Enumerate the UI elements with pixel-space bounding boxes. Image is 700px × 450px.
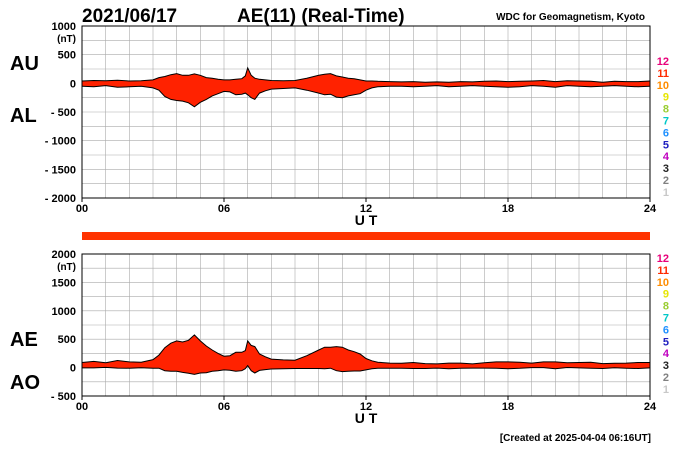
station-count-10: 10 [657, 277, 669, 289]
date-label: 2021/06/17 [82, 6, 177, 27]
ae-ao-ae-line [81, 334, 650, 365]
ae-ao-y-unit-label: (nT) [57, 262, 76, 273]
au-al-y-tick-label: 1000 [52, 21, 76, 33]
station-count-11: 11 [657, 265, 669, 277]
station-count-11: 11 [657, 68, 669, 80]
ae-ao-x-tick-label: 06 [218, 401, 230, 413]
au-al-y-tick-label: 500 [58, 50, 76, 62]
station-count-1: 1 [663, 384, 669, 396]
ae-ao-x-tick-label: 24 [644, 401, 657, 413]
station-count-7: 7 [663, 116, 669, 128]
au-al-au-line [81, 66, 651, 83]
station-count-12: 12 [657, 56, 669, 68]
station-count-8: 8 [663, 104, 669, 116]
au-al-y-tick-label: - 500 [51, 107, 76, 119]
au-al-series-label-au: AU [10, 53, 39, 75]
ae-ao-x-axis-label: U T [355, 410, 378, 426]
ae-ao-ao-line [82, 364, 651, 375]
au-al-y-unit-label: (nT) [57, 34, 76, 45]
station-count-4: 4 [663, 151, 670, 163]
station-count-5: 5 [663, 336, 669, 348]
au-al-fill-area [82, 67, 650, 107]
ae-ao-panel: 2000 1500 1000 500 0 - 500 (nT) 00 06 12 18 24 U T AE… [10, 249, 657, 426]
ae-ao-y-tick-label: 0 [70, 363, 76, 375]
ae-ao-x-tick-label: 18 [502, 401, 514, 413]
station-count-2: 2 [663, 175, 669, 187]
station-count-4: 4 [663, 348, 670, 360]
created-label: [Created at 2025-04-04 06:16UT] [500, 433, 651, 444]
au-al-y-tick-label: - 2000 [45, 193, 76, 205]
ae-ao-fill-area [82, 334, 650, 375]
au-al-panel: 1000 500 0 - 500 - 1000 - 1500 - 2000 (nT) 00 06 1… [10, 21, 657, 228]
au-al-x-tick-label: 00 [76, 203, 88, 215]
au-al-y-tick-label: - 1000 [45, 136, 76, 148]
ae-ao-x-tick-label: 12 [360, 401, 372, 413]
ae-ao-series-label-ao: AO [10, 372, 40, 394]
station-count-12: 12 [657, 253, 669, 265]
station-count-6: 6 [663, 127, 669, 139]
station-count-3: 3 [663, 360, 669, 372]
au-al-x-tick-label: 06 [218, 203, 230, 215]
ae-ao-y-tick-label: 500 [58, 334, 76, 346]
au-al-series-label-al: AL [10, 105, 37, 127]
au-al-x-tick-label: 24 [644, 203, 657, 215]
station-count-2: 2 [663, 372, 669, 384]
au-al-y-tick-label: - 1500 [45, 164, 76, 176]
station-count-1: 1 [663, 187, 669, 199]
station-count-5: 5 [663, 139, 669, 151]
ae-ao-x-tick-label: 00 [76, 401, 88, 413]
au-al-x-tick-label: 12 [360, 203, 372, 215]
source-label: WDC for Geomagnetism, Kyoto [496, 12, 645, 23]
ae-ao-y-tick-label: 1500 [52, 277, 76, 289]
ae-ao-series-label-ae: AE [10, 329, 38, 351]
station-count-7: 7 [663, 313, 669, 325]
station-count-9: 9 [663, 92, 669, 104]
page-title: AE(11) (Real-Time) [237, 6, 405, 27]
au-al-x-axis-label: U T [355, 212, 378, 228]
station-count-3: 3 [663, 163, 669, 175]
station-count-8: 8 [663, 301, 669, 313]
station-count-9: 9 [663, 289, 669, 301]
ae-ao-y-tick-label: 1000 [52, 306, 76, 318]
ae-ao-y-tick-label: - 500 [51, 391, 76, 403]
data-availability-bar [82, 232, 650, 240]
au-al-y-tick-label: 0 [70, 78, 76, 90]
station-count-10: 10 [657, 80, 669, 92]
ae-ao-y-tick-label: 2000 [52, 249, 76, 261]
au-al-al-line [81, 85, 651, 108]
station-count-6: 6 [663, 324, 669, 336]
au-al-x-tick-label: 18 [502, 203, 514, 215]
